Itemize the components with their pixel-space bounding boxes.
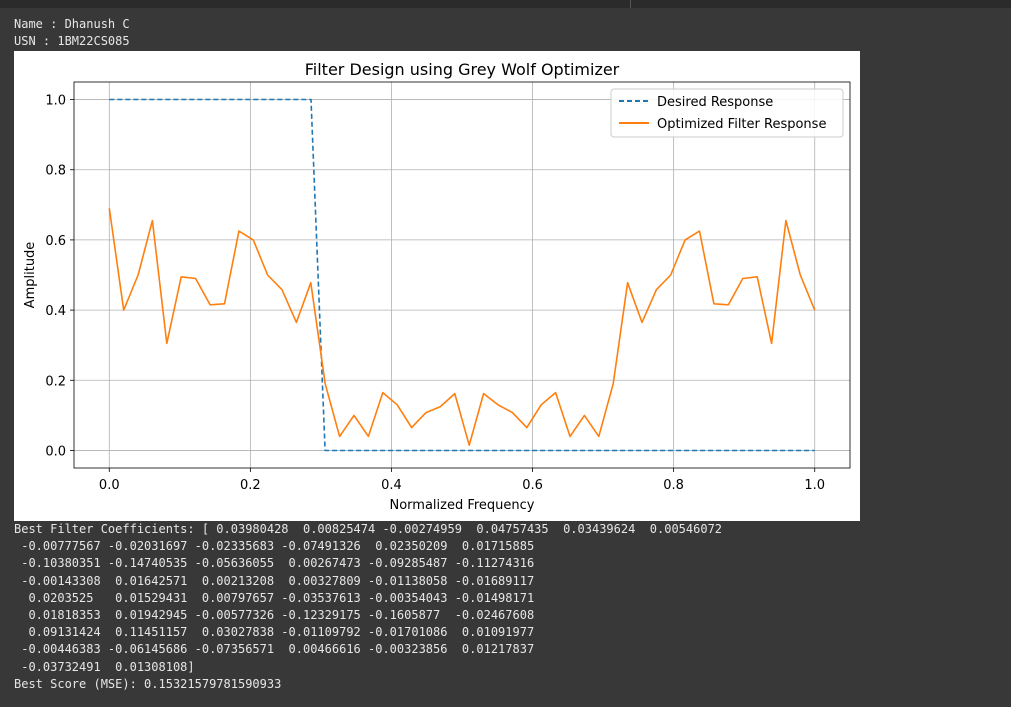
plot-area <box>74 82 850 468</box>
plot-frame <box>73 81 851 469</box>
legend-label-optimized: Optimized Filter Response <box>657 117 826 132</box>
name-line: Name : Dhanush C <box>14 17 130 31</box>
output-line: Best Score (MSE): 0.15321579781590933 <box>14 676 282 691</box>
y-tick-label: 0.4 <box>45 304 66 319</box>
legend-label-desired: Desired Response <box>657 95 773 110</box>
output-line: 0.01818353 0.01942945 -0.00577326 -0.123… <box>14 607 535 622</box>
y-tick-label: 1.0 <box>45 94 66 109</box>
y-tick-label: 0.0 <box>45 444 66 459</box>
x-axis-label: Normalized Frequency <box>389 498 534 513</box>
output-line: 0.0203525 0.01529431 0.00797657 -0.03537… <box>14 590 535 605</box>
x-tick-label: 0.2 <box>240 478 261 493</box>
output-line: Best Filter Coefficients: [ 0.03980428 0… <box>14 522 723 536</box>
desired-response-line <box>109 98 815 452</box>
y-tick-label: 0.8 <box>45 164 66 179</box>
legend-box <box>610 88 844 138</box>
chart-svg: 0.0 0.2 0.4 0.6 0.8 1.0 0.0 0.2 0.4 0.6 0.8 1.0 Fil… <box>23 60 851 513</box>
x-tick-label: 0.4 <box>381 478 402 493</box>
output-line: -0.00777567 -0.02031697 -0.02335683 -0.0… <box>14 539 535 554</box>
output-line: 0.09131424 0.11451157 0.03027838 -0.0110… <box>14 625 535 640</box>
chart-title: Filter Design using Grey Wolf Optimizer <box>305 60 620 79</box>
usn-line: USN : 1BM22CS085 <box>14 34 130 48</box>
toolbar-divider <box>630 0 631 8</box>
cell-output: Best Filter Coefficients: [ 0.03980428 0… <box>14 521 722 693</box>
ticks: 0.0 0.2 0.4 0.6 0.8 1.0 0.0 0.2 0.4 0.6 0.8 1.0 <box>45 94 825 493</box>
x-tick-label: 0.8 <box>663 478 684 493</box>
optimized-response-line <box>108 208 816 447</box>
y-axis-label: Amplitude <box>23 242 38 309</box>
x-tick-label: 1.0 <box>804 478 825 493</box>
cell-top-bar <box>0 0 1011 8</box>
y-tick-label: 0.2 <box>45 374 66 389</box>
x-tick-label: 0.6 <box>522 478 543 493</box>
x-tick-label: 0.0 <box>99 478 120 493</box>
output-line: -0.03732491 0.01308108] <box>14 659 195 674</box>
chart-figure: 0.0 0.2 0.4 0.6 0.8 1.0 0.0 0.2 0.4 0.6 0.8 1.0 Fil… <box>14 51 860 521</box>
series-group <box>108 98 816 452</box>
y-tick-label: 0.6 <box>45 234 66 249</box>
output-line: -0.00446383 -0.06145686 -0.07356571 0.00… <box>14 642 535 657</box>
grid <box>74 82 850 468</box>
output-line: -0.00143308 0.01642571 0.00213208 0.0032… <box>14 573 535 588</box>
legend: Desired Response Optimized Filter Respon… <box>610 88 844 138</box>
output-line: -0.10380351 -0.14740535 -0.05636055 0.00… <box>14 556 535 571</box>
